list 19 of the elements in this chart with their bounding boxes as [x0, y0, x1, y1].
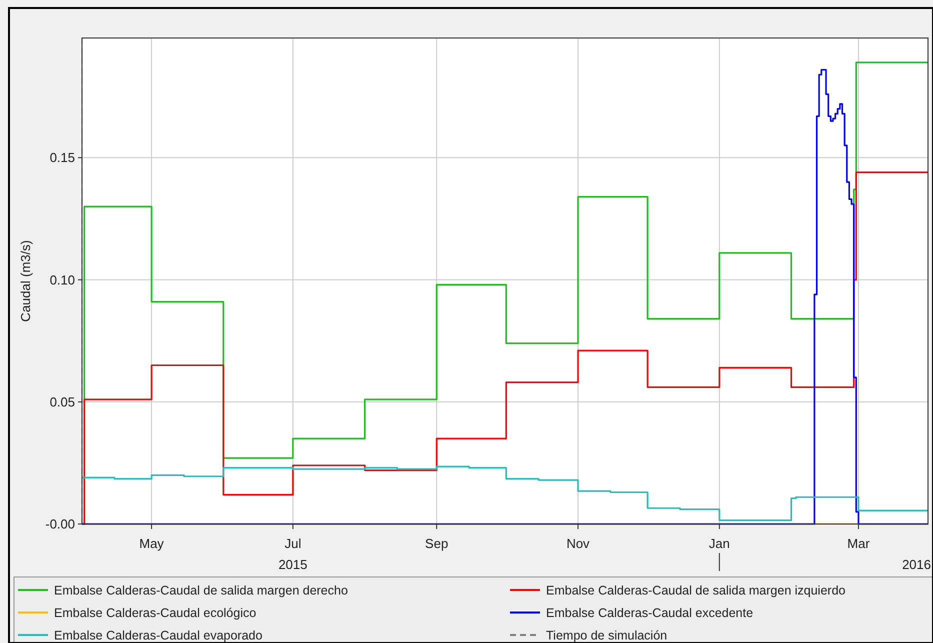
text: 2015	[278, 557, 308, 572]
legend-label: Embalse Calderas-Caudal ecológico	[54, 606, 256, 620]
y-tick-label: 0.15	[50, 150, 75, 166]
legend-label: Tiempo de simulación	[546, 628, 668, 642]
y-axis-title: Caudal (m3/s)	[18, 240, 33, 322]
x-tick-label: Nov	[566, 536, 590, 551]
legend-label: Embalse Calderas-Caudal de salida margen izquierdo	[546, 583, 846, 598]
legend-label: Embalse Calderas-Caudal de salida margen derecho	[54, 583, 348, 598]
y-tick-label: 0.05	[50, 394, 75, 410]
x-tick-label: Mar	[847, 536, 870, 551]
x-tick-label: Jan	[708, 536, 730, 551]
legend-label: Embalse Calderas-Caudal evaporado	[54, 628, 262, 642]
x-tick-label: Sep	[425, 536, 448, 551]
x-tick-label: Jul	[284, 536, 302, 551]
legend-label: Embalse Calderas-Caudal excedente	[546, 606, 754, 620]
text: 2016	[902, 557, 931, 572]
y-tick-label: -0.00	[45, 516, 75, 532]
y-tick-label: 0.10	[50, 272, 75, 288]
x-tick-label: May	[139, 536, 164, 551]
